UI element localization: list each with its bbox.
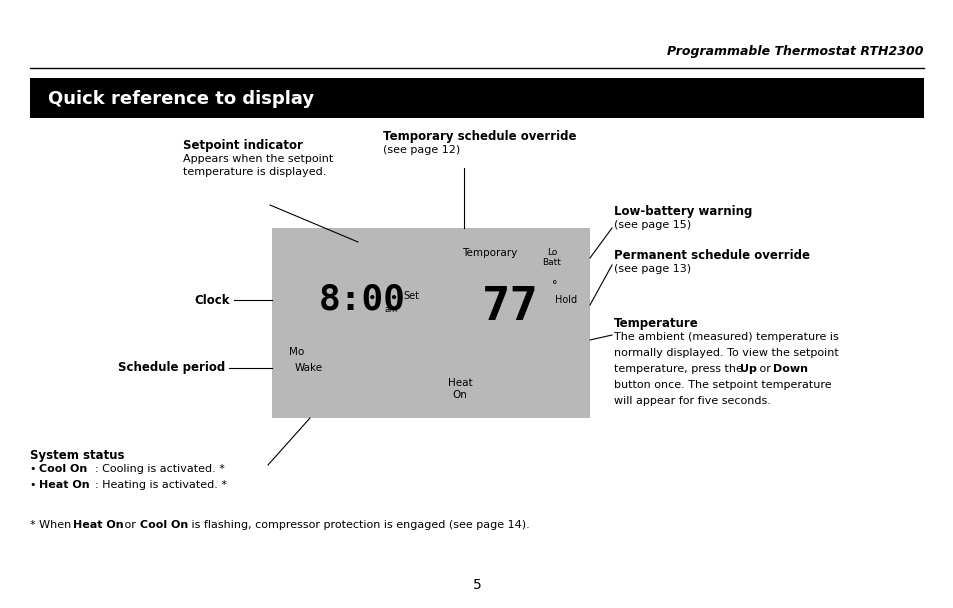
Text: Temporary: Temporary — [462, 248, 517, 258]
Text: (see page 12): (see page 12) — [382, 145, 459, 155]
Text: Up: Up — [740, 364, 756, 374]
Text: Lo
Batt: Lo Batt — [542, 248, 561, 267]
Text: Low-battery warning: Low-battery warning — [614, 205, 752, 218]
Text: will appear for five seconds.: will appear for five seconds. — [614, 396, 770, 406]
Text: button once. The setpoint temperature: button once. The setpoint temperature — [614, 380, 831, 390]
Text: normally displayed. To view the setpoint: normally displayed. To view the setpoint — [614, 348, 838, 358]
Text: or: or — [121, 520, 139, 530]
Text: System status: System status — [30, 449, 125, 462]
Text: is flashing, compressor protection is engaged (see page 14).: is flashing, compressor protection is en… — [188, 520, 529, 530]
Text: Programmable Thermostat RTH2300: Programmable Thermostat RTH2300 — [667, 46, 923, 58]
Text: The ambient (measured) temperature is: The ambient (measured) temperature is — [614, 332, 838, 342]
Text: (see page 15): (see page 15) — [614, 220, 690, 230]
Text: (see page 13): (see page 13) — [614, 264, 690, 274]
Text: Down: Down — [772, 364, 807, 374]
Bar — [30, 78, 923, 118]
Text: temperature, press the: temperature, press the — [614, 364, 745, 374]
Text: Hold: Hold — [555, 295, 577, 305]
Text: Cool On: Cool On — [39, 464, 87, 474]
Text: Temperature: Temperature — [614, 317, 698, 330]
Text: Heat On: Heat On — [73, 520, 124, 530]
Text: Schedule period: Schedule period — [117, 362, 225, 375]
Text: Clock: Clock — [194, 294, 230, 306]
Text: : Heating is activated. *: : Heating is activated. * — [95, 480, 227, 490]
Text: Heat On: Heat On — [39, 480, 90, 490]
Text: Setpoint indicator: Setpoint indicator — [183, 139, 302, 152]
Text: 77: 77 — [481, 285, 537, 330]
Text: •: • — [30, 480, 40, 490]
Text: Heat
On: Heat On — [447, 378, 472, 399]
Text: Temporary schedule override: Temporary schedule override — [382, 130, 576, 143]
Text: : Cooling is activated. *: : Cooling is activated. * — [95, 464, 225, 474]
Text: Quick reference to display: Quick reference to display — [48, 90, 314, 108]
Text: Cool On: Cool On — [140, 520, 188, 530]
Bar — [272, 228, 589, 418]
Text: * When: * When — [30, 520, 74, 530]
Text: •: • — [30, 464, 40, 474]
Text: Permanent schedule override: Permanent schedule override — [614, 249, 809, 262]
Text: Appears when the setpoint
temperature is displayed.: Appears when the setpoint temperature is… — [183, 154, 333, 177]
Text: Wake: Wake — [294, 363, 323, 373]
Text: 8:00: 8:00 — [318, 283, 405, 317]
Text: am: am — [385, 305, 397, 314]
Text: °: ° — [552, 280, 557, 290]
Text: Set: Set — [402, 291, 418, 301]
Text: Mo: Mo — [289, 347, 304, 357]
Text: or: or — [755, 364, 774, 374]
Text: 5: 5 — [472, 578, 481, 592]
